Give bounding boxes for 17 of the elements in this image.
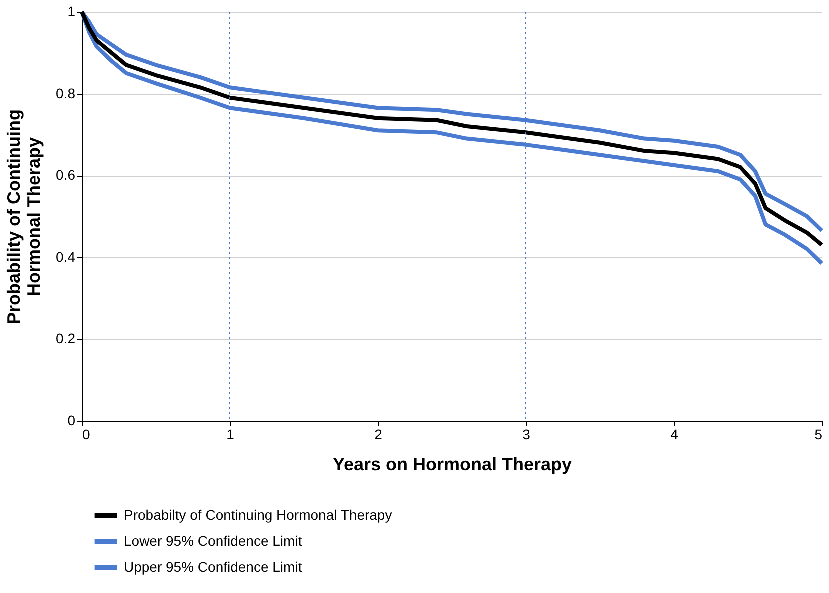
- legend-label: Lower 95% Confidence Limit: [124, 533, 302, 549]
- legend-label: Probabilty of Continuing Hormonal Therapy: [124, 507, 392, 523]
- x-tick-label: 5: [814, 426, 823, 442]
- y-axis-title: Probability of Continuing Hormonal Therapy: [4, 110, 44, 324]
- y-tick-label: 0.8: [56, 85, 76, 102]
- y-tick-label: 0.6: [56, 167, 76, 184]
- y-tick-label: 1: [68, 4, 76, 20]
- x-tick-label: 4: [670, 426, 679, 442]
- x-tick-label: 2: [374, 426, 383, 442]
- y-tick-label: 0.2: [56, 330, 76, 347]
- x-tick-label: 1: [226, 426, 235, 442]
- x-tick-label: 3: [522, 426, 531, 442]
- x-tick-label: 0: [82, 426, 90, 442]
- y-tick-label: 0: [68, 412, 76, 428]
- x-axis-title: Years on Hormonal Therapy: [332, 454, 572, 474]
- y-tick-label: 0.4: [56, 248, 76, 265]
- legend-label: Upper 95% Confidence Limit: [124, 559, 302, 575]
